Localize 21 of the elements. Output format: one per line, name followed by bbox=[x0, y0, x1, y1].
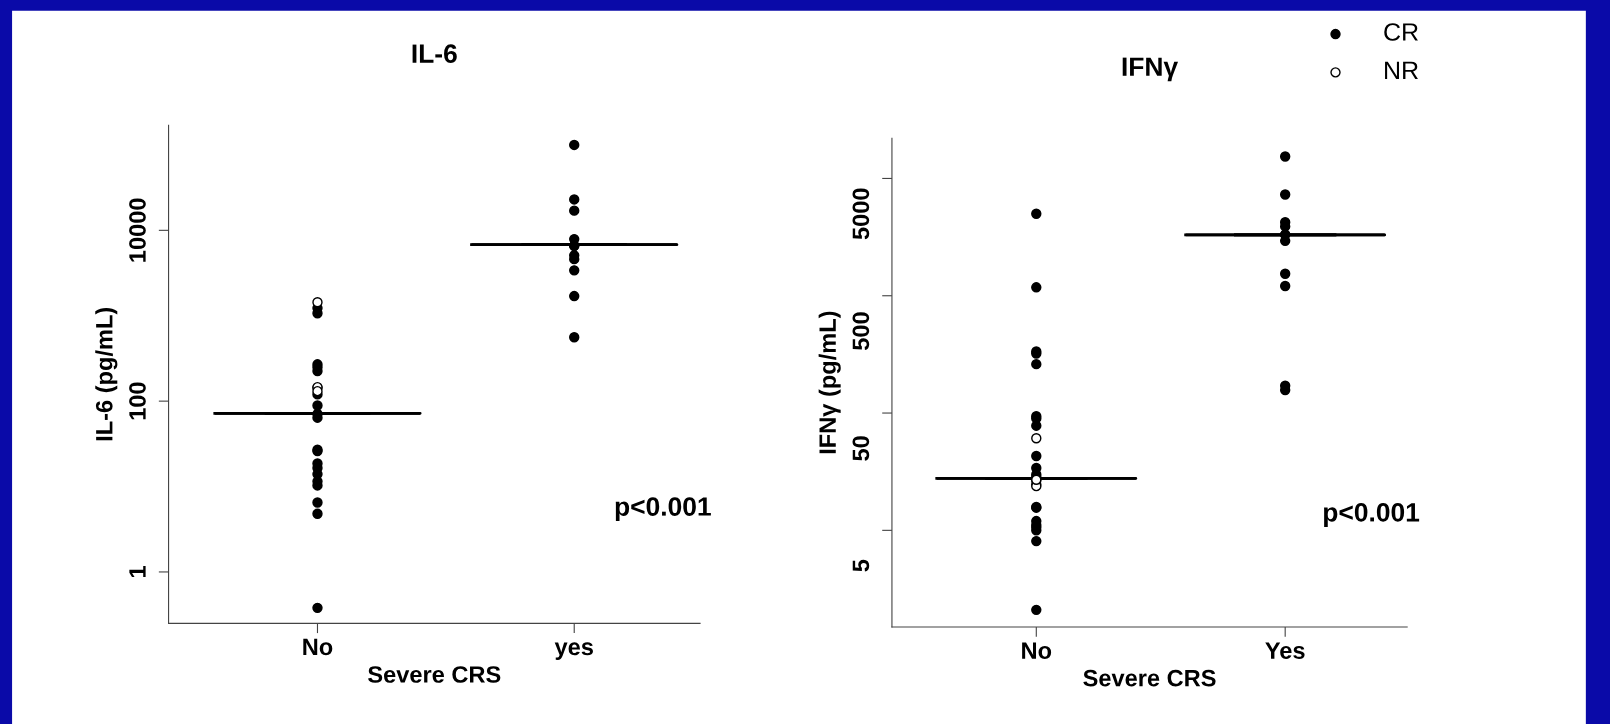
y-tick-label: 10000 bbox=[129, 198, 146, 262]
x-tick-label: Yes bbox=[1265, 642, 1305, 659]
x-tick-label: yes bbox=[554, 642, 593, 660]
legend-label: NR bbox=[1385, 61, 1418, 79]
annotation: p<0.001 bbox=[615, 497, 711, 522]
y-axis-title: IFNγ (pg/mL) bbox=[818, 311, 841, 454]
x-axis-title: Severe CRS bbox=[368, 666, 501, 683]
annotation: p<0.001 bbox=[1324, 502, 1420, 527]
y-tick-label: 5 bbox=[852, 559, 870, 572]
y-tick-label: 50 bbox=[852, 436, 870, 461]
x-axis-title: Severe CRS bbox=[1083, 669, 1216, 687]
chart-title: IL-6 bbox=[412, 44, 457, 64]
y-axis-title: IL-6 (pg/mL) bbox=[95, 307, 118, 441]
y-tick-label: 500 bbox=[852, 312, 870, 351]
legend-label: CR bbox=[1384, 23, 1418, 41]
chart-title: IFNγ bbox=[1122, 57, 1179, 82]
y-tick-label: 100 bbox=[129, 382, 146, 420]
y-tick-label: 1 bbox=[129, 566, 146, 578]
x-tick-label: No bbox=[1022, 642, 1052, 659]
y-tick-label: 5000 bbox=[852, 188, 870, 240]
x-tick-label: No bbox=[303, 638, 333, 656]
